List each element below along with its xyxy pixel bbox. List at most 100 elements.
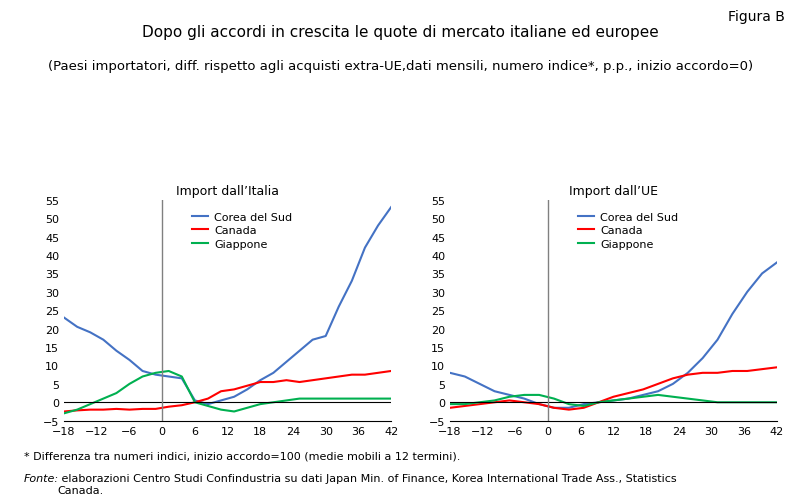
Giappone	[609, 398, 618, 404]
Corea del Sud	[460, 374, 469, 380]
Canada	[151, 406, 160, 412]
Canada	[772, 365, 782, 371]
Canada	[373, 370, 383, 376]
Corea del Sud	[151, 372, 160, 378]
Canada	[243, 383, 252, 389]
Corea del Sud	[229, 394, 239, 400]
Canada	[86, 407, 95, 413]
Corea del Sud	[743, 289, 752, 295]
Giappone	[727, 399, 737, 405]
Giappone	[623, 396, 633, 402]
Giappone	[505, 394, 514, 400]
Giappone	[256, 401, 265, 407]
Canada	[72, 407, 82, 413]
Giappone	[268, 399, 278, 405]
Giappone	[360, 396, 370, 402]
Corea del Sud	[683, 370, 693, 376]
Corea del Sud	[256, 377, 265, 383]
Giappone	[534, 392, 544, 398]
Canada	[125, 407, 135, 413]
Text: Dopo gli accordi in crescita le quote di mercato italiane ed europee: Dopo gli accordi in crescita le quote di…	[142, 25, 659, 40]
Giappone	[475, 399, 485, 405]
Legend: Corea del Sud, Canada, Giappone: Corea del Sud, Canada, Giappone	[574, 208, 682, 254]
Canada	[654, 381, 663, 387]
Giappone	[549, 396, 559, 402]
Canada	[743, 368, 752, 374]
Giappone	[321, 396, 331, 402]
Corea del Sud	[268, 370, 278, 376]
Text: Figura B: Figura B	[728, 10, 785, 24]
Corea del Sud	[594, 399, 603, 405]
Line: Corea del Sud: Corea del Sud	[64, 208, 391, 404]
Giappone	[164, 368, 174, 374]
Corea del Sud	[216, 398, 226, 404]
Title: Import dall’UE: Import dall’UE	[569, 185, 658, 198]
Canada	[698, 370, 707, 376]
Corea del Sud	[243, 387, 252, 393]
Giappone	[772, 399, 782, 405]
Canada	[334, 374, 344, 380]
Corea del Sud	[72, 324, 82, 330]
Giappone	[203, 403, 213, 409]
Giappone	[295, 396, 304, 402]
Giappone	[151, 370, 160, 376]
Canada	[549, 405, 559, 411]
Corea del Sud	[86, 330, 95, 336]
Corea del Sud	[757, 271, 767, 277]
Canada	[177, 402, 187, 408]
Corea del Sud	[386, 205, 396, 211]
Giappone	[216, 407, 226, 413]
Giappone	[86, 401, 95, 407]
Canada	[638, 387, 648, 393]
Corea del Sud	[475, 381, 485, 387]
Corea del Sud	[138, 368, 147, 374]
Canada	[609, 394, 618, 400]
Giappone	[638, 394, 648, 400]
Corea del Sud	[654, 388, 663, 394]
Giappone	[177, 374, 187, 380]
Corea del Sud	[623, 396, 633, 402]
Canada	[460, 403, 469, 409]
Giappone	[683, 396, 693, 402]
Corea del Sud	[772, 260, 782, 266]
Giappone	[282, 398, 292, 404]
Giappone	[190, 399, 199, 405]
Giappone	[698, 398, 707, 404]
Canada	[360, 372, 370, 378]
Giappone	[489, 398, 499, 404]
Line: Corea del Sud: Corea del Sud	[450, 263, 777, 408]
Line: Canada: Canada	[64, 371, 391, 412]
Canada	[713, 370, 723, 376]
Corea del Sud	[609, 398, 618, 404]
Canada	[347, 372, 356, 378]
Text: * Differenza tra numeri indici, inizio accordo=100 (medie mobili a 12 termini).: * Differenza tra numeri indici, inizio a…	[24, 451, 461, 461]
Canada	[534, 401, 544, 407]
Canada	[229, 387, 239, 393]
Corea del Sud	[347, 278, 356, 284]
Giappone	[757, 399, 767, 405]
Corea del Sud	[59, 315, 69, 321]
Corea del Sud	[668, 381, 678, 387]
Canada	[445, 405, 455, 411]
Corea del Sud	[308, 337, 317, 343]
Giappone	[243, 405, 252, 411]
Canada	[138, 406, 147, 412]
Canada	[216, 388, 226, 394]
Legend: Corea del Sud, Canada, Giappone: Corea del Sud, Canada, Giappone	[187, 208, 296, 254]
Corea del Sud	[203, 401, 213, 407]
Giappone	[308, 396, 317, 402]
Canada	[668, 376, 678, 382]
Corea del Sud	[321, 333, 331, 339]
Canada	[475, 401, 485, 407]
Giappone	[564, 401, 574, 407]
Giappone	[111, 390, 121, 396]
Canada	[321, 376, 331, 382]
Canada	[308, 377, 317, 383]
Corea del Sud	[360, 245, 370, 251]
Canada	[164, 404, 174, 410]
Canada	[59, 409, 69, 415]
Giappone	[99, 396, 108, 402]
Corea del Sud	[698, 355, 707, 361]
Text: (Paesi importatori, diff. rispetto agli acquisti extra-UE,dati mensili, numero i: (Paesi importatori, diff. rispetto agli …	[48, 60, 753, 73]
Corea del Sud	[190, 398, 199, 404]
